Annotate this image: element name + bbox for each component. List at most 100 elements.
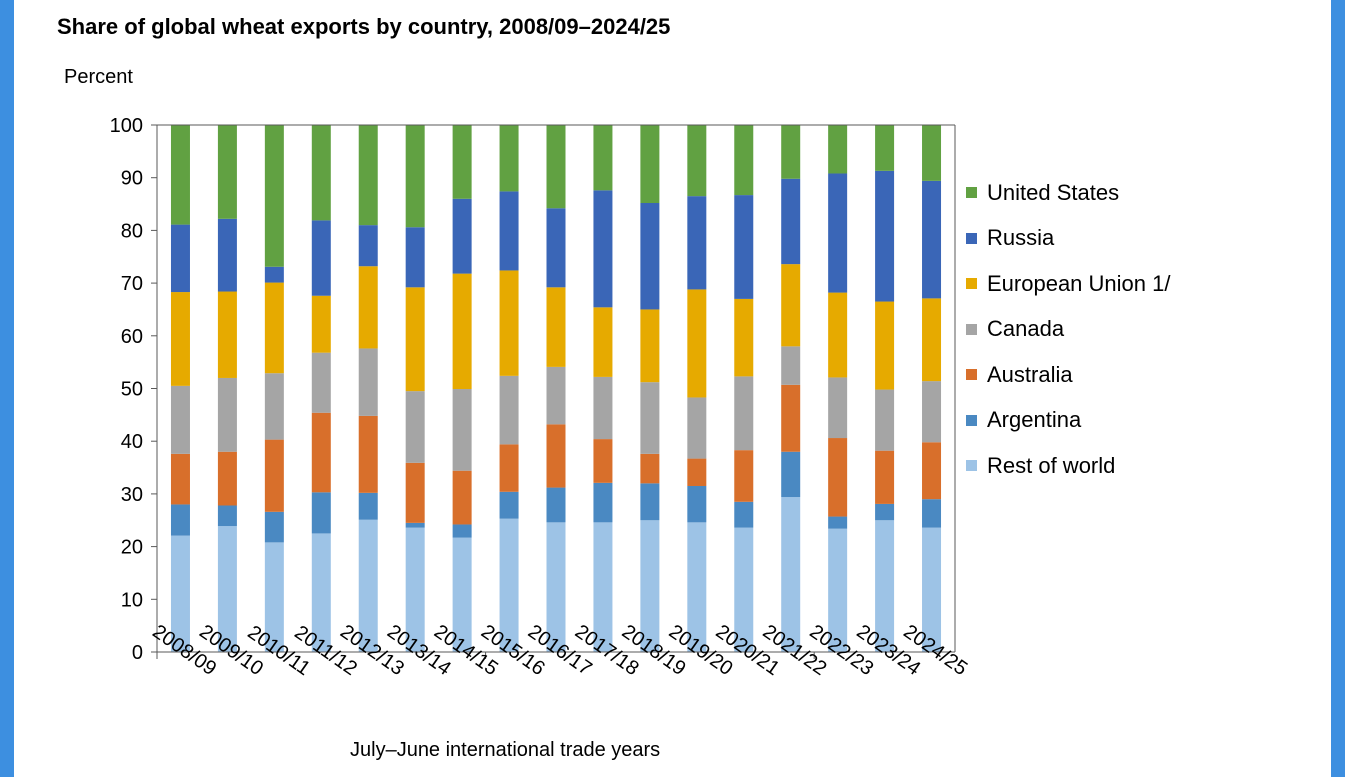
bar-segment-argentina	[217, 505, 237, 527]
bar-segment-russia	[828, 173, 848, 293]
y-tick-label: 70	[121, 273, 143, 295]
bar-segment-argentina	[922, 499, 942, 528]
bar-segment-canada	[358, 348, 378, 416]
legend-item: Argentina	[966, 398, 1170, 444]
bar-segment-european-union-1	[311, 295, 331, 353]
bar-segment-european-union-1	[170, 292, 190, 386]
bar-segment-canada	[170, 385, 190, 454]
chart-legend: United States Russia European Union 1/Cana…	[966, 170, 1170, 489]
bar-segment-united-states	[734, 125, 754, 196]
bar-segment-rest-of-world	[170, 535, 190, 652]
bar-segment-european-union-1	[405, 287, 425, 392]
bar-segment-rest-of-world	[875, 520, 895, 652]
bar-segment-russia	[170, 224, 190, 293]
bar-segment-russia	[640, 202, 660, 310]
y-axis-label: Percent	[64, 66, 133, 88]
bar-segment-australia	[922, 442, 942, 500]
bar-segment-australia	[217, 451, 237, 506]
bar-segment-canada	[828, 377, 848, 439]
bar-segment-european-union-1	[640, 309, 660, 383]
bar-segment-united-states	[781, 125, 801, 179]
bar-segment-canada	[217, 377, 237, 452]
bar-segment-canada	[546, 366, 566, 425]
bar-segment-argentina	[687, 485, 707, 523]
bar-segment-rest-of-world	[405, 527, 425, 652]
bar-segment-european-union-1	[922, 298, 942, 382]
bar-segment-australia	[170, 453, 190, 505]
bar-segment-united-states	[358, 125, 378, 226]
bar-segment-canada	[311, 352, 331, 413]
bar-segment-united-states	[875, 125, 895, 171]
legend-swatch	[966, 323, 977, 335]
bar-segment-australia	[311, 412, 331, 493]
legend-item: Rest of world	[966, 443, 1170, 489]
bar-segment-argentina	[311, 492, 331, 534]
bar-segment-argentina	[452, 524, 472, 538]
bar-segment-european-union-1	[828, 292, 848, 378]
bar-segment-rest-of-world	[593, 522, 613, 652]
bar-segment-russia	[687, 196, 707, 290]
bar-segment-argentina	[405, 522, 425, 528]
legend-swatch	[966, 369, 977, 381]
y-tick-label: 90	[121, 168, 143, 190]
bar-segment-european-union-1	[875, 301, 895, 390]
bar-segment-argentina	[170, 504, 190, 536]
bar-segment-australia	[687, 458, 707, 486]
x-axis-label: July–June international trade years	[350, 739, 661, 761]
legend-label: Canada	[987, 316, 1065, 342]
legend-swatch	[966, 187, 977, 199]
y-tick-label: 80	[121, 220, 143, 242]
legend-swatch	[966, 232, 977, 244]
bar-segment-rest-of-world	[828, 528, 848, 652]
bar-segment-european-union-1	[499, 270, 519, 376]
bar-segment-russia	[734, 195, 754, 299]
bar-segment-european-union-1	[781, 264, 801, 347]
y-tick-label: 0	[132, 642, 143, 664]
bar-segment-canada	[922, 381, 942, 443]
bar-segment-argentina	[875, 503, 895, 521]
bar-segment-united-states	[546, 125, 566, 209]
legend-label: Rest of world	[987, 452, 1116, 478]
bar-segment-russia	[593, 190, 613, 308]
bar-segment-united-states	[593, 125, 613, 191]
bar-segment-canada	[734, 376, 754, 451]
legend-label: European Union 1/	[987, 270, 1171, 296]
bar-segment-canada	[499, 375, 519, 445]
bar-segment-rest-of-world	[922, 527, 942, 652]
bar-segment-argentina	[640, 483, 660, 521]
y-tick-label: 40	[121, 431, 143, 453]
bar-segment-russia	[452, 198, 472, 274]
y-tick-label: 100	[110, 115, 143, 137]
bar-segment-australia	[875, 450, 895, 504]
bar-segment-rest-of-world	[499, 518, 519, 652]
bar-segment-russia	[358, 225, 378, 267]
bar-segment-australia	[781, 384, 801, 452]
bar-segment-united-states	[828, 125, 848, 174]
bar-segment-argentina	[264, 511, 284, 543]
bar-segment-european-union-1	[546, 287, 566, 367]
legend-item: Canada	[966, 307, 1170, 353]
bar-segment-european-union-1	[264, 282, 284, 374]
bar-segment-canada	[405, 391, 425, 463]
bar-segment-european-union-1	[358, 266, 378, 349]
bar-segment-canada	[687, 397, 707, 459]
bar-segment-australia	[734, 450, 754, 502]
bar-segment-rest-of-world	[687, 522, 707, 652]
legend-label: United States	[987, 179, 1120, 205]
bar-segment-canada	[452, 389, 472, 471]
bar-segment-canada	[264, 373, 284, 440]
bar-segment-australia	[640, 453, 660, 484]
legend-item: European Union 1/	[966, 261, 1170, 307]
bar-segment-rest-of-world	[781, 497, 801, 652]
bar-segment-rest-of-world	[264, 542, 284, 652]
bar-segment-russia	[264, 266, 284, 283]
bar-segment-argentina	[828, 516, 848, 529]
bar-segment-russia	[499, 191, 519, 271]
y-tick-label: 60	[121, 326, 143, 348]
legend-swatch	[966, 414, 977, 426]
bar-segment-australia	[405, 462, 425, 523]
bar-segment-russia	[546, 208, 566, 288]
bar-segment-australia	[593, 439, 613, 483]
bar-segment-russia	[311, 220, 331, 296]
y-tick-label: 10	[121, 589, 143, 611]
